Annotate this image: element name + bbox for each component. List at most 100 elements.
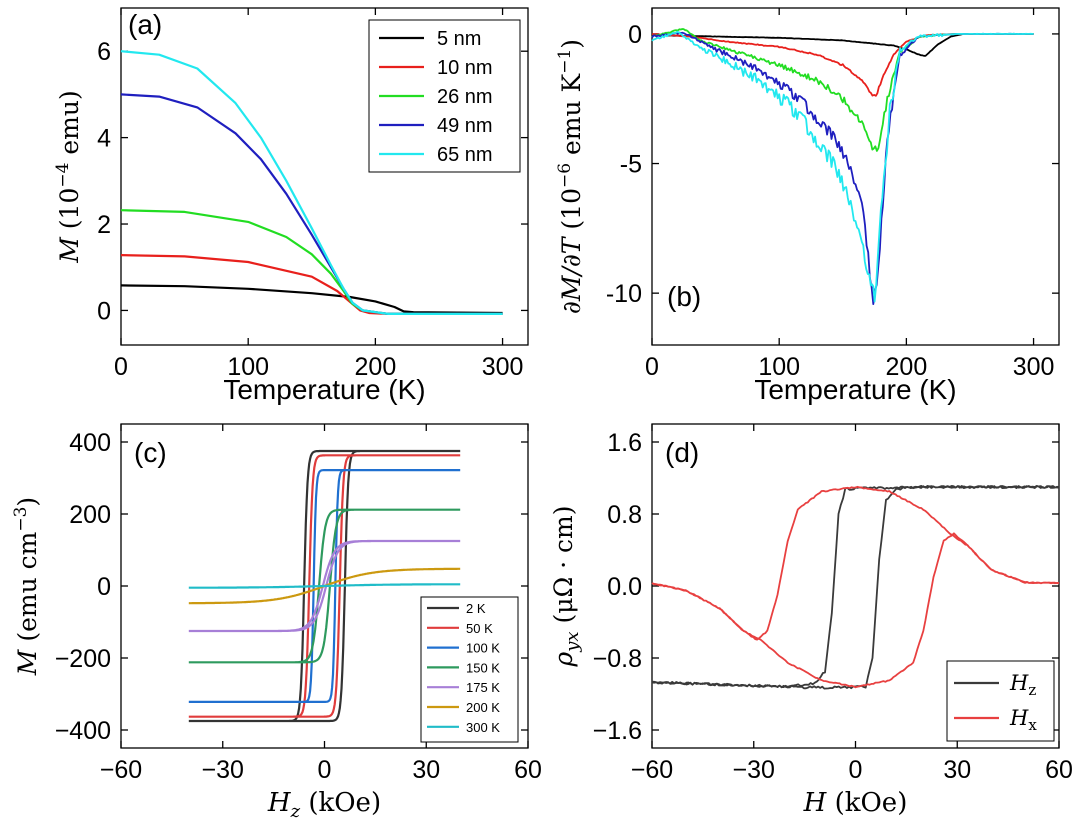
hysteresis-loop-Hz [651,485,1060,690]
hysteresis-loop-150K [188,508,461,664]
y-label-unit: (μΩ · cm) [549,505,578,631]
x-tick-label: 30 [412,756,440,784]
x-tick-label: 0 [114,353,128,381]
x-tick-label: 100 [758,353,800,381]
legend-symbol: H [1009,706,1029,730]
series-line-5nm [120,284,503,315]
y-tick-label: -5 [620,151,642,179]
x-tick-label: 60 [514,756,542,784]
hysteresis-loop-50K [188,454,461,718]
legend-entry: 5 nm [437,28,481,50]
series-line-49nm [651,31,1034,305]
x-axis-label: Temperature (K) [223,374,425,405]
legend-entry: 300 K [466,720,500,735]
y-label-close: ) [557,39,586,49]
y-label-exponent: −6 [555,163,575,188]
x-label-subscript: z [290,801,301,822]
y-tick-label: 4 [97,125,111,153]
x-tick-label: 0 [318,756,332,784]
panel-b: 0 100 200 300 0 -5 -10 (b) Temperature (K) ∂M/∂T … [555,7,1060,405]
y-label-exponent-2: −1 [555,49,575,74]
y-label-unit: (10 [557,188,586,238]
series-line-65nm [651,30,1034,303]
legend-symbol: H [1009,671,1029,695]
x-tick-label: −30 [202,756,244,784]
legend-box [946,660,1055,742]
y-tick-label: 6 [97,38,111,66]
legend-entry: 200 K [466,700,500,715]
x-axis-label: Hz (kOe) [267,788,381,822]
axes-frame [651,7,1060,346]
x-tick-label: 300 [482,353,524,381]
y-tick-label: −400 [55,717,111,745]
legend-entry: 10 nm [437,57,493,79]
y-label-subscript: yx [562,631,583,652]
x-tick-label: −30 [733,756,775,784]
series-line-65nm [120,50,503,315]
hysteresis-loop-300K [188,583,461,589]
legend-entry: 65 nm [437,144,493,166]
hysteresis-loop-Hx [651,485,1060,689]
y-axis-label: M (emu cm−3) [11,497,42,676]
x-tick-label: 200 [355,353,397,381]
y-tick-label: 0.8 [607,501,642,529]
x-tick-label: 200 [886,353,928,381]
hysteresis-loop-2K [188,449,461,723]
panel-label: (b) [667,281,701,312]
y-label-symbol: M [55,236,84,264]
x-tick-label: 30 [943,756,971,784]
y-label-close: ) [13,497,42,507]
x-tick-label: −60 [100,756,142,784]
y-tick-label: 0.0 [607,573,642,601]
y-axis-label: ∂M/∂T (10−6 emu K−1) [555,39,586,314]
legend-entry: 49 nm [437,115,493,137]
y-axis-label: ρyx (μΩ · cm) [549,505,583,667]
y-label-symbol: M [13,648,42,676]
y-tick-label: 200 [69,501,111,529]
y-label-exponent: −4 [53,163,73,188]
legend-entry: 2 K [466,601,486,616]
x-tick-label: 60 [1045,756,1073,784]
y-label-tail: emu) [55,90,84,162]
y-axis-label: M (10−4 emu) [53,90,84,264]
x-label-symbol: H [267,788,292,818]
series-line-26nm [651,28,1034,152]
series-line-26nm [120,209,503,315]
y-tick-label: 2 [97,211,111,239]
legend-entry: 26 nm [437,86,493,108]
y-tick-label: −1.6 [593,717,642,745]
x-label-tail: (kOe) [300,788,381,818]
x-tick-label: 0 [849,756,863,784]
y-tick-label: 1.6 [607,429,642,457]
legend-subscript: z [1028,681,1036,699]
panel-c: −60 −30 0 30 60 400 200 0 −200 −400 (c) 2 K 50 K 100 … [11,423,542,822]
legend-entry: 50 K [466,621,493,636]
y-tick-label: 400 [69,429,111,457]
y-tick-label: −200 [55,645,111,673]
panel-label: (d) [665,437,699,468]
x-axis-label: Temperature (K) [754,374,956,405]
legend-entry: 100 K [466,641,500,656]
y-label-symbol: ρ [549,652,578,668]
y-label-symbol: ∂M/∂T [557,235,586,314]
y-tick-label: 0 [97,573,111,601]
legend-entry: Hz [1009,671,1036,699]
x-axis-label: H (kOe) [803,788,908,818]
panel-a: 0 100 200 300 0 2 4 6 (a) 5 nm 10 nm 26 nm 49 nm 65 n… [53,7,529,405]
legend-box [420,596,519,743]
y-tick-label: 0 [628,21,642,49]
y-label-tail: emu K [557,72,586,162]
x-tick-label: −60 [631,756,673,784]
y-label-unit: (emu cm [13,531,42,649]
x-label-symbol: H [803,788,828,818]
legend-entry: 175 K [466,680,500,695]
x-tick-label: 100 [227,353,269,381]
legend-entry: Hx [1009,706,1037,734]
y-tick-label: 0 [97,297,111,325]
panel-label: (a) [128,9,162,40]
hysteresis-loop-175K [188,539,461,633]
axes-frame [120,7,529,346]
x-tick-label: 300 [1013,353,1055,381]
